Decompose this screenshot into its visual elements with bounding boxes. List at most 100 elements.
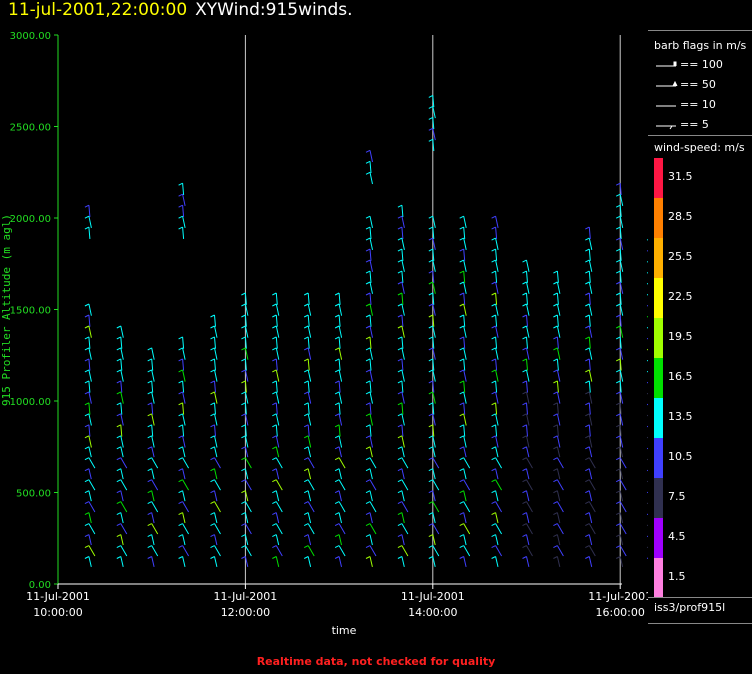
wind-barb bbox=[553, 457, 564, 469]
wind-barb bbox=[646, 524, 648, 527]
colorbar-swatch bbox=[654, 358, 663, 398]
wind-barb bbox=[334, 424, 341, 437]
wind-barb bbox=[646, 469, 648, 472]
wind-barb bbox=[646, 535, 648, 538]
wind-barb bbox=[272, 435, 280, 448]
wind-barb bbox=[210, 457, 221, 469]
flag-legend-row: == 100 bbox=[654, 58, 723, 71]
wind-barb bbox=[585, 369, 593, 382]
wind-barb bbox=[397, 545, 409, 557]
wind-barb bbox=[553, 501, 564, 513]
colorbar-swatch bbox=[654, 518, 663, 558]
wind-barb bbox=[397, 292, 404, 305]
wind-barb bbox=[585, 391, 593, 404]
wind-barb bbox=[303, 303, 312, 316]
wind-barb bbox=[522, 435, 530, 448]
colorbar-label: 1.5 bbox=[668, 570, 686, 583]
wind-barb bbox=[459, 303, 467, 316]
wind-barb bbox=[241, 545, 252, 557]
barb-column bbox=[116, 325, 128, 568]
wind-barb bbox=[397, 556, 405, 568]
wind-barb bbox=[397, 391, 405, 404]
y-tick-label: 500.00 bbox=[16, 489, 51, 500]
wind-barb bbox=[210, 512, 218, 524]
flag-legend-label: == 5 bbox=[680, 118, 709, 131]
wind-barb bbox=[585, 358, 591, 371]
wind-barb bbox=[646, 282, 648, 285]
wind-barb bbox=[428, 556, 436, 568]
wind-barb bbox=[178, 457, 190, 469]
wind-barb bbox=[428, 479, 440, 491]
wind-barb bbox=[491, 215, 499, 229]
wind-barb bbox=[272, 358, 278, 371]
wind-barb bbox=[272, 336, 278, 349]
wind-barb bbox=[397, 204, 404, 217]
wind-barb bbox=[84, 457, 96, 469]
wind-barb bbox=[553, 556, 561, 568]
wind-barb bbox=[522, 468, 530, 480]
flag-symbol-icon bbox=[656, 80, 678, 87]
grid-lines bbox=[244, 35, 621, 584]
wind-barb bbox=[522, 534, 530, 546]
barb-column bbox=[491, 215, 503, 568]
x-tick-date: 11-Jul-2001 bbox=[588, 590, 648, 603]
barb-column bbox=[210, 314, 221, 568]
wind-barb bbox=[491, 380, 498, 393]
barb-column bbox=[334, 292, 346, 568]
wind-barb bbox=[334, 336, 341, 349]
wind-barb bbox=[303, 457, 315, 469]
wind-barb bbox=[210, 325, 218, 338]
wind-barb bbox=[365, 171, 373, 185]
wind-barb bbox=[303, 336, 310, 349]
wind-barb bbox=[459, 259, 467, 272]
wind-barb bbox=[365, 457, 377, 469]
wind-barb bbox=[397, 215, 405, 229]
wind-barb bbox=[646, 337, 648, 340]
x-tick-time: 16:00:00 bbox=[595, 606, 644, 619]
wind-barb bbox=[272, 325, 280, 338]
wind-barb bbox=[491, 490, 499, 502]
wind-barb bbox=[397, 523, 409, 535]
wind-barb bbox=[646, 403, 648, 406]
wind-barb bbox=[397, 325, 405, 338]
wind-barb bbox=[272, 534, 280, 546]
wind-barb bbox=[585, 435, 593, 448]
wind-barb bbox=[553, 413, 561, 426]
wind-barb bbox=[553, 479, 564, 491]
wind-barb bbox=[365, 402, 372, 415]
wind-barb bbox=[178, 534, 186, 546]
wind-barb bbox=[178, 545, 190, 557]
flag-symbol-icon bbox=[656, 105, 676, 107]
wind-barb bbox=[615, 468, 624, 480]
wind-barb bbox=[84, 215, 92, 229]
barb-column bbox=[397, 204, 409, 568]
wind-barb bbox=[428, 127, 436, 141]
wind-barb bbox=[303, 490, 312, 502]
wind-barb bbox=[178, 347, 186, 360]
wind-barb bbox=[334, 468, 342, 480]
wind-barb bbox=[303, 402, 310, 415]
wind-barb bbox=[84, 479, 96, 491]
wind-barb bbox=[241, 391, 249, 404]
y-tick-label: 0.00 bbox=[29, 580, 51, 591]
wind-barb bbox=[585, 336, 591, 349]
wind-barb bbox=[303, 501, 315, 513]
wind-barb bbox=[615, 413, 624, 426]
wind-barb bbox=[116, 512, 124, 524]
wind-barb bbox=[491, 281, 499, 294]
wind-barb bbox=[615, 512, 624, 524]
wind-barb bbox=[397, 281, 405, 294]
wind-barb bbox=[646, 546, 648, 549]
wind-barb bbox=[491, 391, 499, 404]
wind-barb bbox=[116, 380, 123, 393]
wind-barb bbox=[178, 523, 190, 535]
wind-barb bbox=[241, 292, 247, 305]
wind-barb bbox=[241, 501, 252, 513]
wind-barb bbox=[210, 358, 216, 371]
wind-barb bbox=[397, 446, 405, 458]
wind-barb bbox=[147, 490, 155, 502]
wind-barb bbox=[272, 457, 283, 469]
barb-column bbox=[84, 204, 96, 568]
wind-barb bbox=[646, 326, 648, 329]
wind-barb bbox=[272, 468, 280, 480]
